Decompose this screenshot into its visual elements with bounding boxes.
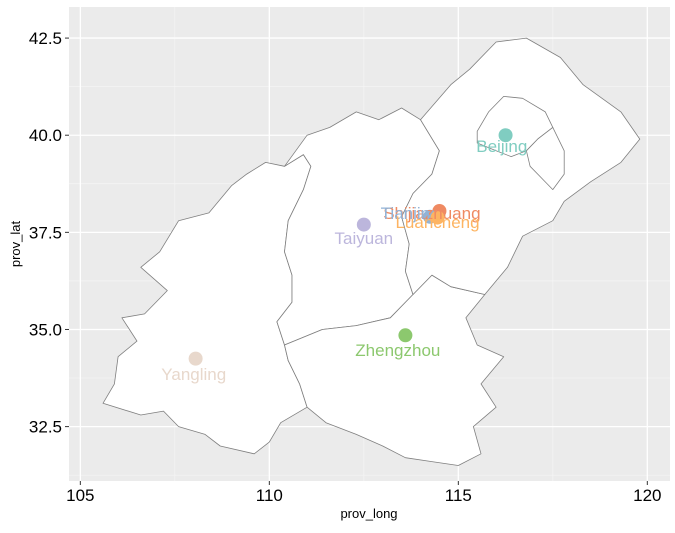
city-points <box>188 128 513 366</box>
city-point-taiyuan <box>356 217 371 232</box>
region-tianjin <box>526 127 565 190</box>
y-axis-title: prov_lat <box>8 220 23 267</box>
city-label-tianjin: Tianjin <box>381 204 430 223</box>
province-regions <box>102 37 641 466</box>
city-point-zhengzhou <box>398 328 413 343</box>
x-tick-label: 120 <box>633 486 661 505</box>
x-tick-label: 105 <box>66 486 94 505</box>
city-label-yangling: Yangling <box>161 365 226 384</box>
city-point-beijing <box>498 128 513 143</box>
x-axis-title: prov_long <box>340 506 397 521</box>
y-axis: 32.5 35.0 37.5 40.0 42.5 <box>29 29 69 437</box>
city-label-beijing: Beijing <box>476 137 527 156</box>
y-tick-label: 32.5 <box>29 418 62 437</box>
city-label-zhengzhou: Zhengzhou <box>355 341 440 360</box>
city-label-taiyuan: Taiyuan <box>335 229 394 248</box>
city-label-luancheng: Luancheng <box>395 213 479 232</box>
y-tick-label: 40.0 <box>29 126 62 145</box>
city-point-yangling <box>188 351 203 366</box>
y-tick-label: 37.5 <box>29 223 62 242</box>
y-tick-label: 42.5 <box>29 29 62 48</box>
region-hebei <box>401 37 641 295</box>
city-label-shijiazhuang: Shijiazhuang <box>383 204 480 223</box>
city-labels: Beijing ShijiazhuangTianjinLuanchengTaiyu… <box>161 137 527 384</box>
x-axis: 105 110 115 120 <box>66 481 662 505</box>
y-tick-label: 35.0 <box>29 320 62 339</box>
x-tick-label: 110 <box>256 486 283 505</box>
city-point-luancheng <box>430 210 445 225</box>
x-tick-label: 115 <box>445 486 472 505</box>
